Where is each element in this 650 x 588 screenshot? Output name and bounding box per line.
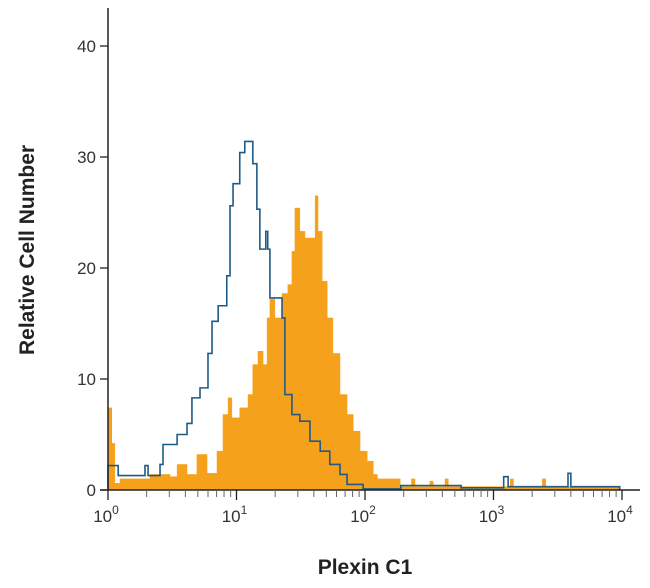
y-axis-title: Relative Cell Number xyxy=(16,145,39,355)
y-tick-label: 40 xyxy=(77,37,96,56)
histogram-series-outline xyxy=(107,140,621,490)
x-tick-label: 104 xyxy=(607,503,633,526)
x-tick-label: 101 xyxy=(222,503,248,526)
histogram-series-filled xyxy=(107,195,620,490)
x-axis-title: Plexin C1 xyxy=(318,556,413,579)
y-tick-label: 30 xyxy=(77,148,96,167)
tick-layer: 100 101 102 103 104 0 10 20 30 40 xyxy=(77,37,633,526)
x-tick-label: 103 xyxy=(479,503,505,526)
series-layer xyxy=(107,140,621,490)
y-tick-label: 0 xyxy=(87,481,96,500)
y-tick-label: 10 xyxy=(77,370,96,389)
x-tick-label: 102 xyxy=(350,503,376,526)
y-tick-label: 20 xyxy=(77,259,96,278)
x-tick-label: 100 xyxy=(93,503,119,526)
